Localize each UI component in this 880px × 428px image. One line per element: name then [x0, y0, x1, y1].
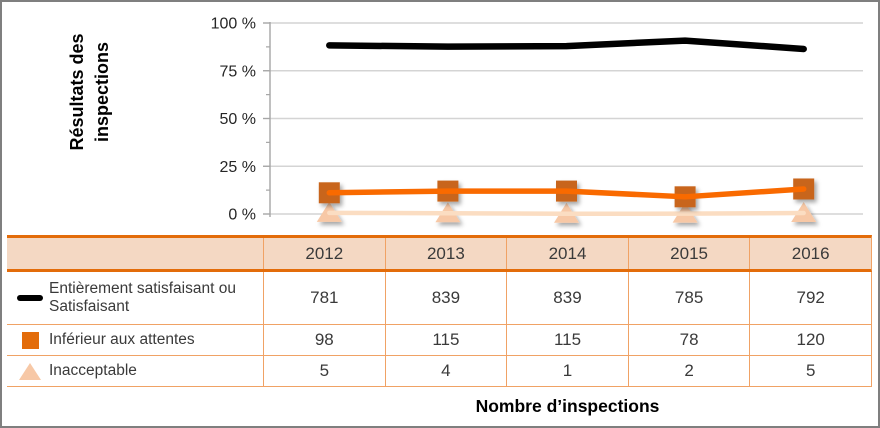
y-tick-label: 50 % — [220, 111, 256, 128]
row-label-cell: Inférieur aux attentes — [7, 325, 263, 355]
row-label-cell: Entièrement satisfaisant ou Satisfaisant — [7, 272, 263, 324]
cell-value: 5 — [749, 356, 871, 386]
cell-value: 98 — [263, 325, 385, 355]
table-row-satisfaisant: Entièrement satisfaisant ou Satisfaisant… — [7, 272, 872, 325]
black-dash-legend-icon — [17, 295, 43, 301]
cell-value: 785 — [627, 272, 750, 324]
cell-value: 5 — [263, 356, 385, 386]
cell-value: 78 — [627, 325, 750, 355]
header-year-2014: 2014 — [506, 238, 628, 269]
table-row-inferieur: Inférieur aux attentes 98 115 115 78 120 — [7, 325, 872, 356]
x-axis-title: Nombre d’inspections — [475, 396, 660, 416]
header-empty-cell — [7, 238, 263, 269]
row-label: Inacceptable — [49, 362, 137, 379]
cell-value: 792 — [749, 272, 871, 324]
y-tick-label: 75 % — [220, 63, 256, 80]
row-label: Inférieur aux attentes — [49, 331, 195, 348]
header-year-2016: 2016 — [749, 238, 871, 269]
y-tick-label: 0 % — [228, 207, 256, 224]
table-header-row: 2012 2013 2014 2015 2016 — [7, 235, 872, 272]
chart-plot-area: 100 % 75 % 50 % 25 % 0 % — [211, 16, 863, 224]
series-line — [326, 37, 807, 53]
cell-value: 781 — [263, 272, 385, 324]
cell-value: 2 — [627, 356, 750, 386]
y-tick-label: 100 % — [211, 16, 256, 33]
inspection-results-chart: Résultats des inspections 100 % 75 % 50 % 2… — [2, 2, 878, 235]
header-year-2013: 2013 — [384, 238, 507, 269]
table-row-inacceptable: Inacceptable 5 4 1 2 5 — [7, 356, 872, 387]
cell-value: 839 — [384, 272, 507, 324]
series-line — [326, 186, 807, 200]
orange-square-legend-icon — [17, 331, 43, 349]
header-year-2012: 2012 — [263, 238, 385, 269]
row-label-cell: Inacceptable — [7, 356, 263, 386]
row-label: Entièrement satisfaisant ou Satisfaisant — [49, 280, 236, 315]
cell-value: 839 — [506, 272, 628, 324]
series-line — [327, 210, 806, 217]
cell-value: 115 — [506, 325, 628, 355]
cell-value: 1 — [506, 356, 628, 386]
peach-triangle-legend-icon — [17, 362, 43, 380]
cell-value: 4 — [384, 356, 507, 386]
footer-spacer — [7, 387, 263, 426]
data-table: 2012 2013 2014 2015 2016 Entièrement sat… — [7, 235, 872, 426]
header-year-2015: 2015 — [627, 238, 750, 269]
cell-value: 115 — [384, 325, 507, 355]
y-tick-label: 25 % — [220, 159, 256, 176]
cell-value: 120 — [749, 325, 871, 355]
table-footer-row: Nombre d’inspections — [7, 387, 872, 426]
